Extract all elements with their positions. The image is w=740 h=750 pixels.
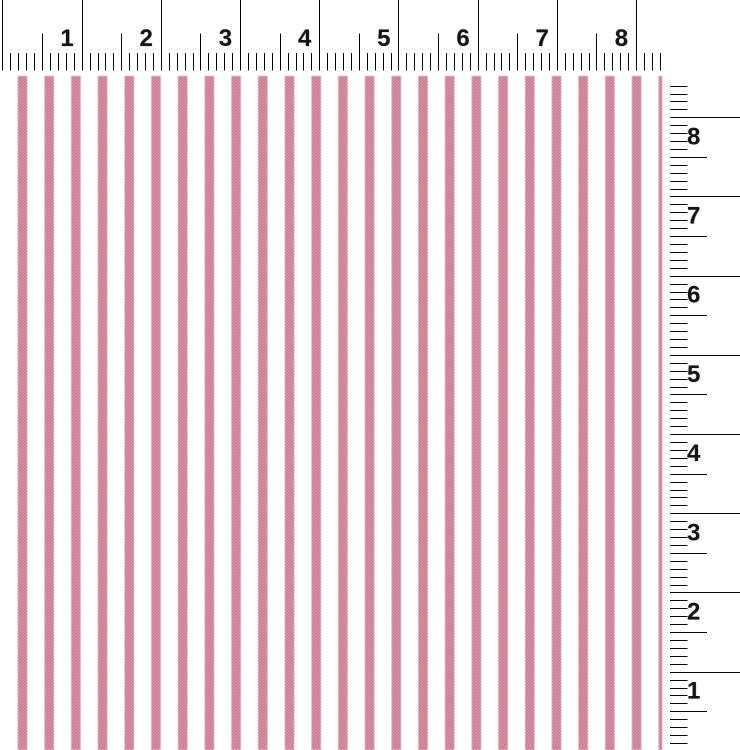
svg-text:5: 5 [377,25,390,52]
svg-text:8: 8 [615,25,628,52]
svg-text:2: 2 [140,25,153,52]
svg-text:1: 1 [687,678,700,705]
svg-text:3: 3 [219,25,232,52]
svg-text:8: 8 [687,123,700,150]
svg-text:7: 7 [536,25,549,52]
svg-text:4: 4 [687,440,701,467]
svg-text:4: 4 [298,25,312,52]
svg-text:3: 3 [687,519,700,546]
svg-text:5: 5 [687,361,700,388]
svg-text:6: 6 [687,282,700,309]
svg-text:7: 7 [687,203,700,230]
svg-text:2: 2 [687,599,700,626]
svg-text:1: 1 [60,25,73,52]
svg-text:6: 6 [456,25,469,52]
